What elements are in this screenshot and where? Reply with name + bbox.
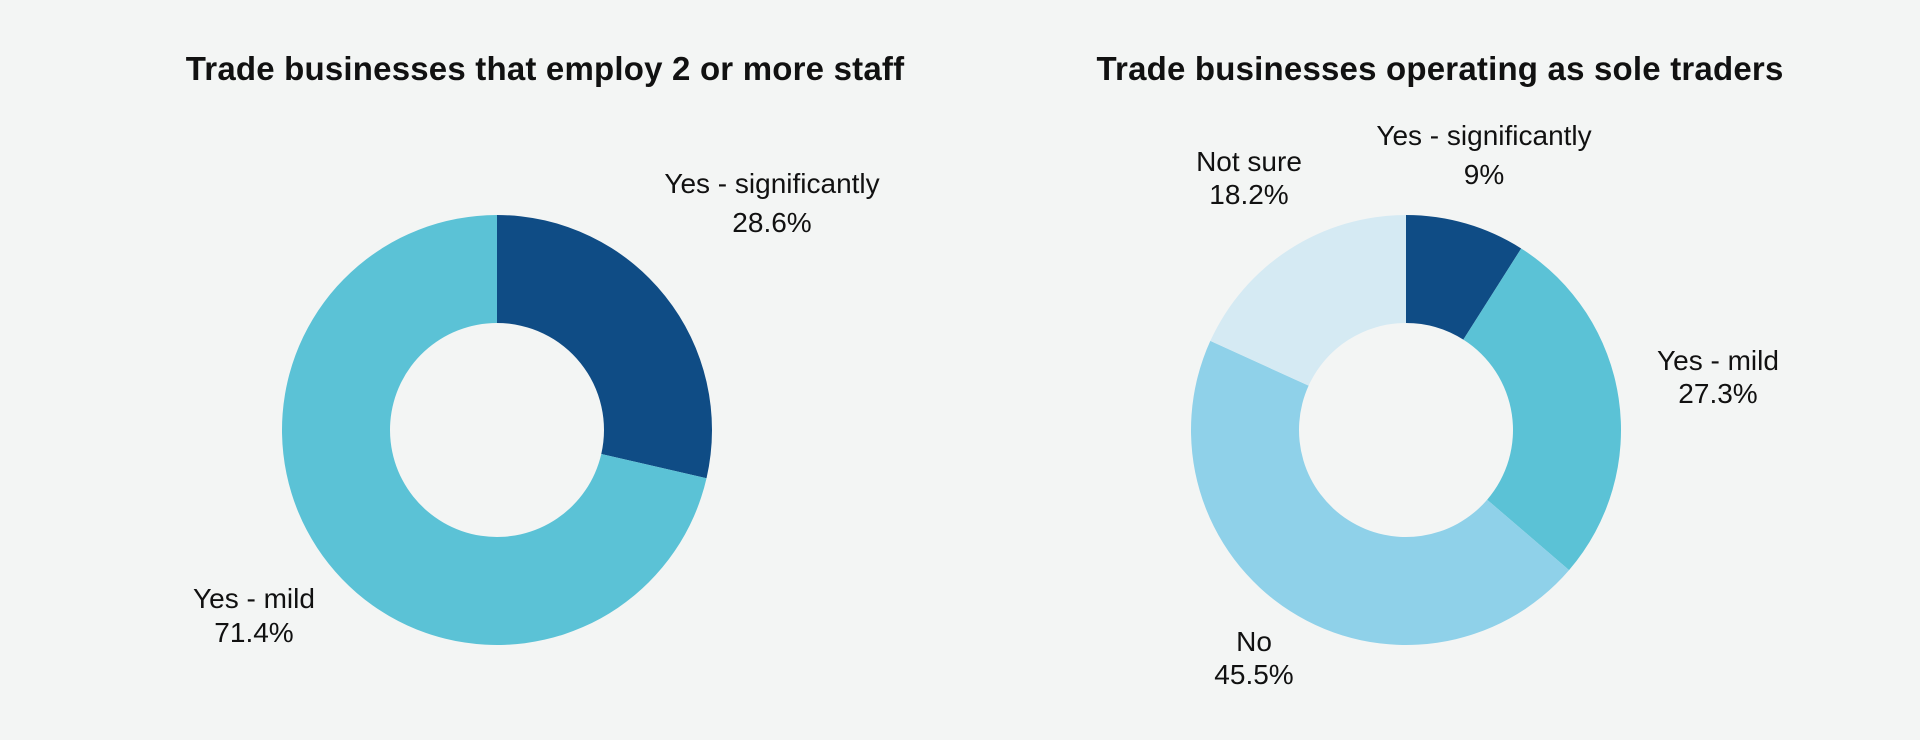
slice-category-label: Yes - significantly bbox=[1376, 120, 1591, 151]
donut-slice-yes-significantly bbox=[1406, 215, 1522, 340]
slice-value-label: 71.4% bbox=[214, 617, 293, 648]
donut-slice-yes-significantly bbox=[497, 215, 712, 479]
chart-staff-employers: Trade businesses that employ 2 or more s… bbox=[185, 50, 905, 648]
slice-category-label: Yes - significantly bbox=[664, 168, 879, 199]
slice-category-label: Not sure bbox=[1196, 146, 1302, 177]
slice-value-label: 28.6% bbox=[732, 207, 811, 238]
donut-slice-no bbox=[1191, 340, 1570, 645]
slice-label: Yes - significantly 9% bbox=[1376, 120, 1591, 190]
slice-value-label: 9% bbox=[1464, 159, 1504, 190]
chart-sole-traders: Trade businesses operating as sole trade… bbox=[960, 0, 1920, 740]
slice-value-label: 27.3% bbox=[1678, 378, 1757, 409]
chart-title: Trade businesses that employ 2 or more s… bbox=[185, 50, 905, 87]
donut-slice-yes-mild bbox=[1463, 248, 1621, 571]
donut-slice-not-sure bbox=[1210, 215, 1406, 386]
slice-value-label: 18.2% bbox=[1209, 179, 1288, 210]
slice-category-label: No bbox=[1236, 626, 1272, 657]
chart-title: Trade businesses operating as sole trade… bbox=[1096, 50, 1784, 87]
slice-category-label: Yes - mild bbox=[1657, 345, 1779, 376]
slice-category-label: Yes - mild bbox=[193, 583, 315, 614]
slice-value-label: 45.5% bbox=[1214, 659, 1293, 690]
donut-slice-yes-mild bbox=[282, 215, 707, 645]
slice-label: Yes - significantly 28.6% bbox=[664, 168, 879, 238]
